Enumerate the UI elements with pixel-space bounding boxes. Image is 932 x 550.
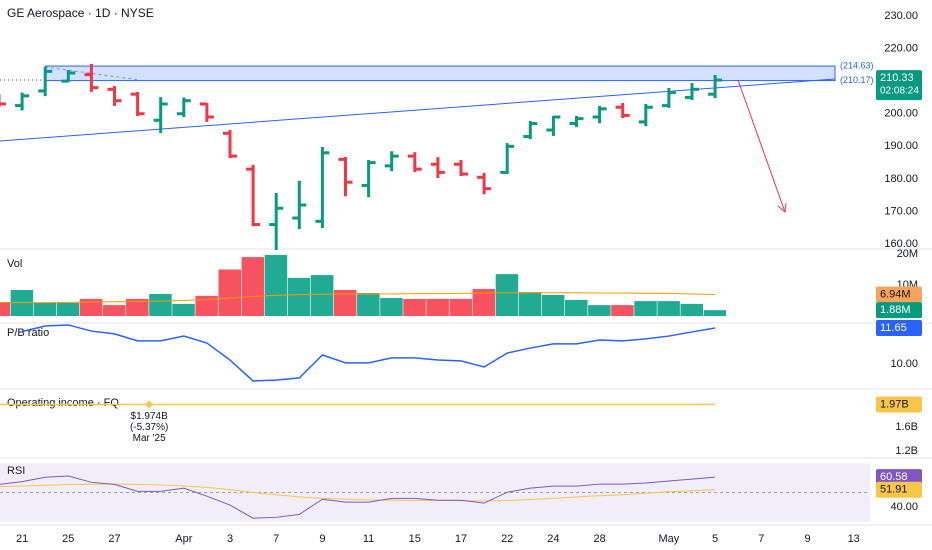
volume-bar <box>103 305 126 316</box>
x-tick-label: 9 <box>804 533 810 545</box>
y-tick-label: 190.00 <box>884 140 918 152</box>
rsi-badge-bg <box>876 469 922 486</box>
volume-bar <box>218 269 241 316</box>
report-tooltip: $1.974B <box>131 411 169 422</box>
dashed-line <box>44 66 141 81</box>
volume-bar <box>611 305 634 316</box>
volume-ma-badge-bg <box>876 286 922 303</box>
x-tick-label: 7 <box>273 533 279 545</box>
volume-bar <box>357 293 380 316</box>
x-tick-label: 5 <box>712 533 718 545</box>
volume-bar <box>703 310 727 316</box>
volume-bar <box>657 301 680 316</box>
y-tick-label: 1.6B <box>895 421 918 433</box>
x-tick-label: 22 <box>501 533 513 545</box>
x-tick-label: 9 <box>319 533 325 545</box>
volume-bar <box>565 299 588 316</box>
volume-bar <box>195 295 218 316</box>
x-tick-label: 11 <box>363 533 374 545</box>
x-tick-label: May <box>659 533 680 545</box>
report-tooltip: Mar '25 <box>133 433 166 444</box>
x-tick-label: 28 <box>593 533 605 545</box>
opinc-badge: 1.97B <box>880 398 909 410</box>
symbol-title[interactable]: GE Aerospace · 1D · NYSE <box>7 6 154 20</box>
y-tick-label: 170.00 <box>884 205 918 217</box>
volume-bar <box>126 298 149 316</box>
y-tick-label: 20M <box>897 248 918 260</box>
pb-badge-bg <box>876 320 922 337</box>
x-tick-label: 13 <box>848 533 860 545</box>
rsi-badge: 60.58 <box>880 471 908 483</box>
x-tick-label: 15 <box>409 533 421 545</box>
x-tick-label: 21 <box>16 533 28 545</box>
volume-bar <box>495 274 519 316</box>
volume-bar <box>380 298 403 316</box>
x-tick-label: 7 <box>758 533 764 545</box>
volume-bar <box>634 301 657 316</box>
volume-bar <box>518 292 542 316</box>
y-tick-label: 180.00 <box>884 173 918 185</box>
zone-label: (214.63) <box>840 60 874 70</box>
y-tick-label: 200.00 <box>884 108 918 120</box>
rsi-ma-badge: 51.91 <box>880 484 908 496</box>
rsi-line <box>0 475 716 519</box>
countdown: 02:08:24 <box>880 86 919 97</box>
rsi-ma-badge-bg <box>876 481 922 498</box>
pb-line <box>21 324 716 382</box>
y-tick-label: 1.2B <box>895 445 918 457</box>
x-tick-label: 17 <box>455 533 467 545</box>
price-badge-bg <box>876 70 922 101</box>
y-tick-label: 160.00 <box>884 238 918 250</box>
volume-bar <box>588 305 611 316</box>
volume-bar <box>426 298 449 316</box>
volume-ma-badge: 6.94M <box>880 288 911 300</box>
price-badge: 210.33 <box>880 72 914 84</box>
volume-bar <box>334 289 357 316</box>
opinc-badge-bg <box>876 396 922 413</box>
pane-title: Operating income · FQ <box>7 397 119 409</box>
volume-bar <box>56 302 80 316</box>
x-tick-label: 24 <box>547 533 559 545</box>
volume-bar <box>33 302 57 316</box>
x-tick-label: 27 <box>108 533 120 545</box>
x-tick-label: 25 <box>62 533 74 545</box>
volume-bar <box>264 254 288 316</box>
report-tooltip: (-5.37%) <box>130 422 168 433</box>
y-tick-label: 230.00 <box>884 10 918 22</box>
volume-bar <box>172 303 195 316</box>
pane-title: P/B ratio <box>7 327 49 339</box>
y-tick-label: 40.00 <box>890 501 918 513</box>
volume-bar <box>449 298 472 316</box>
volume-bar <box>0 302 10 316</box>
volume-ma-line <box>0 292 716 304</box>
y-tick-label: 10.00 <box>890 358 918 370</box>
rsi-ma-line <box>0 483 716 502</box>
x-tick-label: Apr <box>175 533 192 545</box>
volume-bar <box>403 298 426 316</box>
volume-bar <box>79 298 103 316</box>
volume-badge: 1.88M <box>880 304 911 316</box>
arrow-head <box>777 202 787 213</box>
arrow-line[interactable] <box>737 79 786 213</box>
pb-badge: 11.65 <box>880 322 907 334</box>
volume-bar <box>680 303 703 316</box>
volume-badge-bg <box>876 302 922 319</box>
zone-label: (210.17) <box>840 75 874 85</box>
volume-bar <box>541 294 565 316</box>
pane-title: Vol <box>7 258 22 270</box>
report-marker[interactable] <box>145 400 154 409</box>
pane-title: RSI <box>7 465 25 477</box>
volume-bar <box>287 277 311 316</box>
volume-bar <box>310 275 334 316</box>
volume-bar <box>149 293 172 316</box>
x-tick-label: 3 <box>227 533 233 545</box>
y-tick-label: 220.00 <box>884 42 918 54</box>
volume-bar <box>241 257 265 316</box>
volume-bar <box>472 289 496 316</box>
